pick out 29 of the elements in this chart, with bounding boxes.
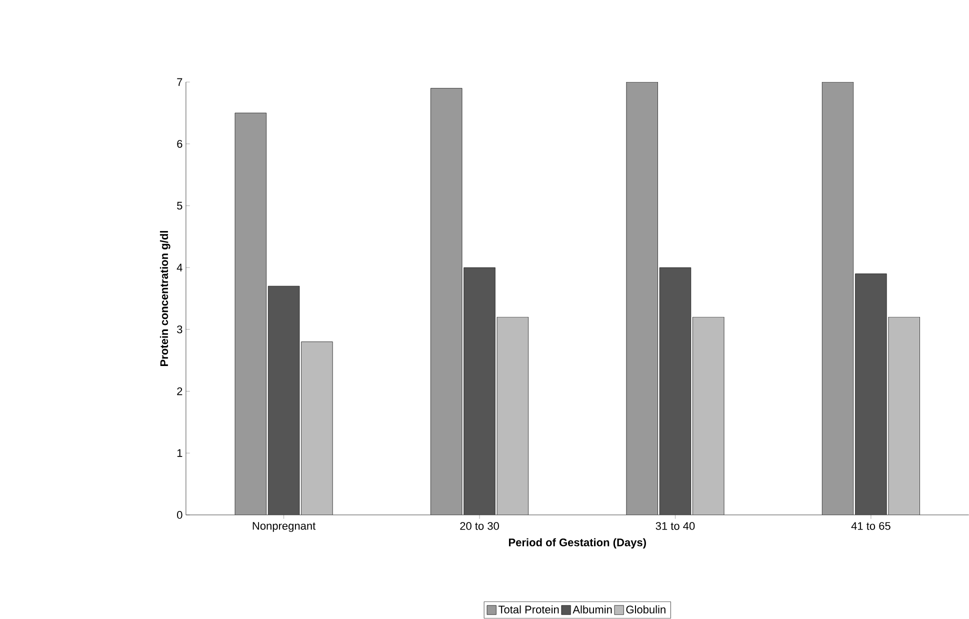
bar — [692, 317, 724, 516]
x-tick-label: 41 to 65 — [851, 522, 890, 530]
bar — [855, 274, 887, 516]
bar — [235, 113, 266, 516]
x-axis-title: Period of Gestation (Days) — [508, 538, 646, 549]
x-tick-label: 31 to 40 — [656, 522, 695, 530]
bar — [268, 286, 300, 516]
legend-label: Total Protein — [498, 606, 559, 614]
y-tick-label: 1 — [177, 450, 182, 458]
bar — [660, 268, 691, 516]
bar — [888, 317, 920, 516]
bar — [430, 88, 462, 516]
y-tick-label: 4 — [176, 264, 182, 272]
y-tick-label: 6 — [177, 140, 182, 148]
y-tick-label: 3 — [176, 326, 182, 334]
bar — [822, 82, 854, 516]
x-tick-label: Nonpregnant — [252, 522, 316, 532]
bar — [464, 268, 496, 516]
y-tick-label: 7 — [177, 78, 182, 86]
bar — [301, 342, 333, 516]
y-tick-label: 0 — [177, 511, 182, 520]
y-tick-label: 2 — [177, 388, 182, 396]
bar — [626, 82, 658, 516]
y-axis-title: Protein concentration g/dl — [160, 231, 170, 366]
legend-label: Globulin — [626, 606, 666, 614]
legend-label: Albumin — [572, 606, 612, 614]
bar — [497, 317, 528, 516]
x-tick-label: 20 to 30 — [460, 522, 499, 530]
y-tick-label: 5 — [177, 202, 182, 210]
